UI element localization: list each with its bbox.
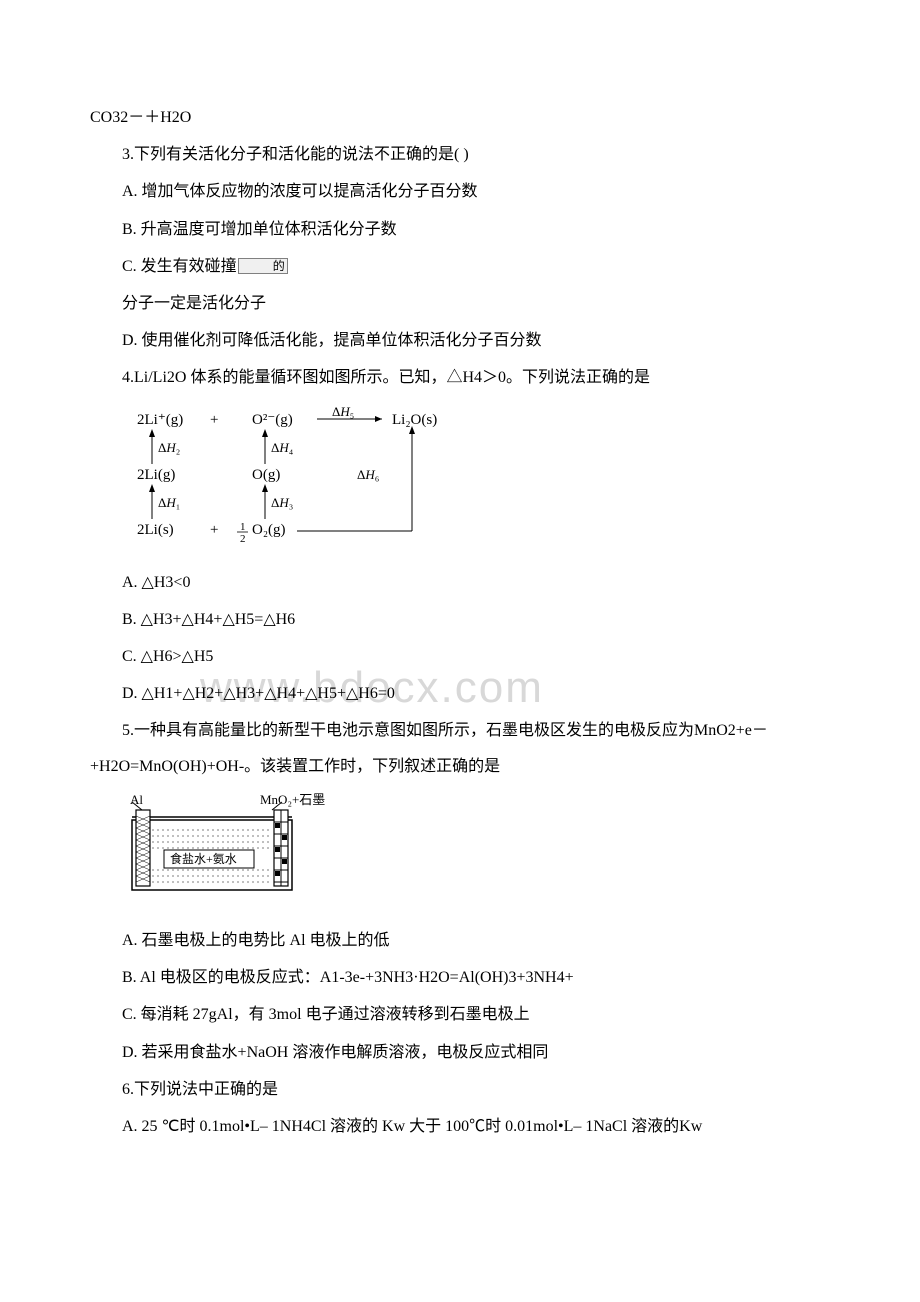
q3-stem: 3.下列有关活化分子和活化能的说法不正确的是( ) bbox=[90, 137, 830, 172]
diag-dh4: ΔH₄ bbox=[271, 440, 294, 455]
q6-stem: 6.下列说法中正确的是 bbox=[90, 1072, 830, 1107]
bat-inner-label: 食盐水+氨水 bbox=[170, 851, 237, 866]
q5-stem: 5.一种具有高能量比的新型干电池示意图如图所示，石墨电极区发生的电极反应为MnO… bbox=[90, 713, 830, 783]
q4-optC: C. △H6>△H5 bbox=[90, 639, 830, 674]
diag-dh2: ΔH₂ bbox=[158, 440, 180, 455]
diag-dh6: ΔH₆ bbox=[357, 467, 379, 482]
diag-o-g: O(g) bbox=[252, 467, 280, 483]
bat-mno2-label: MnO₂+石墨 bbox=[260, 792, 325, 807]
battery-svg: Al MnO₂+石墨 bbox=[122, 792, 342, 902]
diag-li2o: Li₂O(s) bbox=[392, 412, 437, 428]
energy-cycle-svg: 2Li⁺(g) + O²⁻(g) ΔH₅ Li₂O(s) ΔH₂ ΔH₄ 2Li… bbox=[122, 404, 482, 544]
diag-dh5: ΔH₅ bbox=[332, 404, 354, 419]
q4-optB: B. △H3+△H4+△H5=△H6 bbox=[90, 602, 830, 637]
q6-optA: A. 25 ℃时 0.1mol•L– 1NH4Cl 溶液的 Kw 大于 100℃… bbox=[90, 1109, 830, 1144]
document-content: CO32－＋H2O 3.下列有关活化分子和活化能的说法不正确的是( ) A. 增… bbox=[90, 100, 830, 1144]
bat-al-label: Al bbox=[130, 792, 143, 807]
q4-energy-diagram: 2Li⁺(g) + O²⁻(g) ΔH₅ Li₂O(s) ΔH₂ ΔH₄ 2Li… bbox=[122, 404, 830, 557]
diag-plus2: + bbox=[210, 522, 218, 538]
q4-optA: A. △H3<0 bbox=[90, 565, 830, 600]
diag-o2minus: O²⁻(g) bbox=[252, 412, 293, 428]
q3-optC-line1: C. 发生有效碰撞的 bbox=[90, 249, 830, 284]
diag-2li-g: 2Li(g) bbox=[137, 467, 175, 483]
diag-plus1: + bbox=[210, 412, 218, 428]
diag-2li-plus-g: 2Li⁺(g) bbox=[137, 412, 183, 428]
diag-dh1: ΔH₁ bbox=[158, 495, 180, 510]
q3-optC-badge: 的 bbox=[238, 258, 288, 274]
q4-optD: D. △H1+△H2+△H3+△H4+△H5+△H6=0 bbox=[90, 676, 830, 711]
q4-stem: 4.Li/Li2O 体系的能量循环图如图所示。已知，△H4＞0。下列说法正确的是 bbox=[90, 360, 830, 395]
q5-optB: B. Al 电极区的电极反应式：A1-3e-+3NH3·H2O=Al(OH)3+… bbox=[90, 960, 830, 995]
q5-optA: A. 石墨电极上的电势比 Al 电极上的低 bbox=[90, 923, 830, 958]
diag-o2-g: O₂(g) bbox=[252, 522, 286, 538]
diag-2li-s: 2Li(s) bbox=[137, 522, 174, 538]
fragment-line: CO32－＋H2O bbox=[90, 100, 830, 135]
q3-optA: A. 增加气体反应物的浓度可以提高活化分子百分数 bbox=[90, 174, 830, 209]
q5-optC: C. 每消耗 27gAl，有 3mol 电子通过溶液转移到石墨电极上 bbox=[90, 997, 830, 1032]
q5-optD: D. 若采用食盐水+NaOH 溶液作电解质溶液，电极反应式相同 bbox=[90, 1035, 830, 1070]
q5-battery-diagram: Al MnO₂+石墨 bbox=[122, 792, 830, 915]
q3-optD: D. 使用催化剂可降低活化能，提高单位体积活化分子百分数 bbox=[90, 323, 830, 358]
q3-optB: B. 升高温度可增加单位体积活化分子数 bbox=[90, 212, 830, 247]
diag-half-num: 1 bbox=[240, 521, 246, 533]
q3-optC-line2: 分子一定是活化分子 bbox=[90, 286, 830, 321]
diag-dh3: ΔH₃ bbox=[271, 495, 293, 510]
q3-optC-prefix: C. 发生有效碰撞 bbox=[122, 258, 237, 275]
diag-half-den: 2 bbox=[240, 533, 246, 544]
